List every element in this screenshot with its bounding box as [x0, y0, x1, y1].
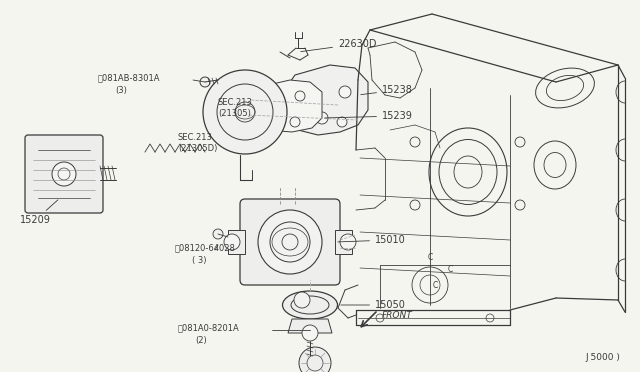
Circle shape	[340, 234, 356, 250]
Circle shape	[263, 115, 273, 125]
FancyBboxPatch shape	[240, 199, 340, 285]
Text: SEC.213: SEC.213	[178, 133, 213, 142]
Text: 15209: 15209	[20, 200, 58, 225]
Circle shape	[294, 292, 310, 308]
Circle shape	[213, 229, 223, 239]
Polygon shape	[335, 230, 352, 254]
Text: (21305D): (21305D)	[178, 144, 218, 153]
Text: ( 3): ( 3)	[192, 256, 207, 264]
Text: C: C	[433, 280, 438, 289]
Polygon shape	[248, 80, 322, 132]
Circle shape	[260, 95, 270, 105]
Text: Ⓑ08120-64028: Ⓑ08120-64028	[175, 244, 236, 253]
Circle shape	[258, 210, 322, 274]
Circle shape	[295, 91, 305, 101]
Text: (21305): (21305)	[218, 109, 251, 118]
Text: 15238: 15238	[361, 85, 413, 95]
Circle shape	[52, 162, 76, 186]
Circle shape	[316, 112, 328, 124]
Text: 15239: 15239	[324, 111, 413, 121]
Ellipse shape	[282, 291, 337, 319]
Text: 15050: 15050	[340, 300, 406, 310]
Circle shape	[339, 86, 351, 98]
Circle shape	[337, 117, 347, 127]
Text: C: C	[428, 253, 433, 263]
Circle shape	[302, 325, 318, 341]
Text: Ⓑ081AB-8301A: Ⓑ081AB-8301A	[98, 74, 161, 83]
Polygon shape	[282, 65, 368, 135]
Circle shape	[224, 234, 240, 250]
Polygon shape	[288, 319, 332, 333]
Circle shape	[299, 347, 331, 372]
Circle shape	[302, 87, 318, 103]
Text: C: C	[447, 266, 452, 275]
FancyBboxPatch shape	[25, 135, 103, 213]
Polygon shape	[228, 230, 245, 254]
Text: Ⓑ081A0-8201A: Ⓑ081A0-8201A	[178, 324, 240, 333]
Text: (2): (2)	[195, 336, 207, 344]
Circle shape	[203, 70, 287, 154]
Text: J 5000 ): J 5000 )	[585, 353, 620, 362]
Circle shape	[200, 77, 210, 87]
Text: FRONT: FRONT	[382, 311, 413, 320]
Text: 15010: 15010	[338, 235, 406, 245]
Text: 22630D: 22630D	[301, 39, 376, 52]
Text: SEC.213: SEC.213	[218, 98, 253, 107]
Text: (3): (3)	[115, 86, 127, 94]
Circle shape	[290, 117, 300, 127]
